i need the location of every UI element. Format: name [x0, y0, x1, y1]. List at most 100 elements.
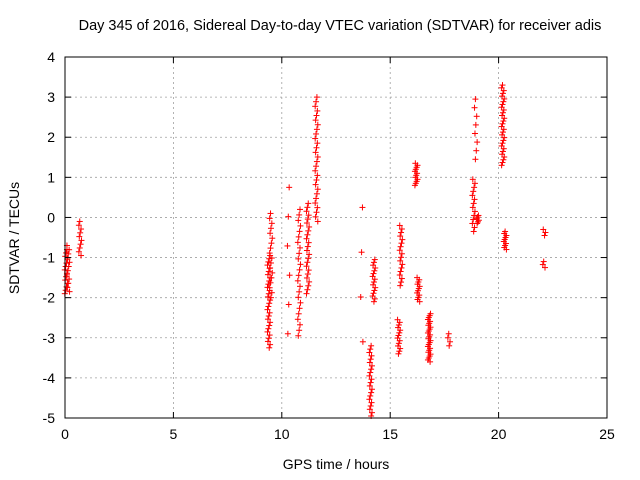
x-tick-label: 5 [170, 426, 178, 442]
data-point [499, 82, 506, 89]
data-point [469, 176, 476, 183]
data-point [397, 268, 404, 275]
data-point [368, 362, 375, 369]
data-point [268, 240, 275, 247]
data-point [284, 242, 291, 249]
data-point [499, 93, 506, 100]
data-point [314, 140, 321, 147]
data-point [303, 235, 310, 242]
data-point [303, 247, 310, 254]
data-point [369, 273, 376, 280]
data-point [267, 225, 274, 232]
data-point [412, 160, 419, 167]
data-point [371, 267, 378, 274]
data-point [77, 229, 84, 236]
data-point [286, 184, 293, 191]
data-point [65, 263, 72, 270]
data-point [303, 290, 310, 297]
data-point [368, 352, 375, 359]
data-point [313, 163, 320, 170]
data-point [367, 379, 374, 386]
data-point [313, 130, 320, 137]
data-point [66, 259, 73, 266]
data-point [295, 217, 302, 224]
data-point [268, 255, 275, 262]
data-point [366, 359, 373, 366]
data-point [266, 284, 273, 291]
data-point [264, 262, 271, 269]
data-point [295, 294, 302, 301]
data-point [266, 215, 273, 222]
data-point [470, 188, 477, 195]
data-point [471, 184, 478, 191]
grid-lines [65, 57, 607, 418]
data-point [306, 278, 313, 285]
data-point [367, 392, 374, 399]
data-point [359, 204, 366, 211]
data-point [313, 112, 320, 119]
data-point [66, 276, 73, 283]
data-point [395, 332, 402, 339]
y-tick-label: 3 [47, 89, 55, 105]
data-point [473, 113, 480, 120]
data-point [395, 342, 402, 349]
data-point [370, 262, 377, 269]
chart-title: Day 345 of 2016, Sidereal Day-to-day VTE… [78, 18, 602, 34]
data-point [368, 376, 375, 383]
data-point [264, 293, 271, 300]
plot-frame [64, 56, 608, 419]
data-point [312, 103, 319, 110]
data-point [473, 147, 480, 154]
data-point [395, 340, 402, 347]
data-point [366, 406, 373, 413]
data-point [312, 181, 319, 188]
data-point [77, 241, 84, 248]
data-point [499, 112, 506, 119]
data-point [312, 213, 319, 220]
data-point [294, 277, 301, 284]
data-point [314, 153, 321, 160]
data-point [366, 372, 373, 379]
data-point [296, 327, 303, 334]
data-point [469, 192, 476, 199]
data-point [313, 195, 320, 202]
data-point [304, 271, 311, 278]
data-point [368, 409, 375, 416]
data-point [500, 137, 507, 144]
data-point [368, 342, 375, 349]
data-point [397, 282, 404, 289]
data-point [396, 222, 403, 229]
data-point [313, 126, 320, 133]
data-point [76, 244, 83, 251]
data-point [267, 210, 274, 217]
data-point [470, 228, 477, 235]
y-tick-label: -2 [43, 290, 56, 306]
data-point [312, 117, 319, 124]
data-point [398, 264, 405, 271]
data-point [305, 282, 312, 289]
data-point [500, 118, 507, 125]
data-point [397, 233, 404, 240]
data-point [313, 209, 320, 216]
data-point [305, 267, 312, 274]
data-point [297, 299, 304, 306]
data-point [305, 212, 312, 219]
y-axis-label: SDTVAR / TECUs [6, 181, 22, 295]
data-point [314, 218, 321, 225]
data-point [470, 200, 477, 207]
data-point [265, 312, 272, 319]
data-point [396, 272, 403, 279]
data-point [268, 220, 275, 227]
data-point [471, 180, 478, 187]
data-point [264, 338, 271, 345]
data-point [313, 94, 320, 101]
data-point [398, 226, 405, 233]
data-point [444, 334, 451, 341]
data-point [370, 298, 377, 305]
data-point [540, 226, 547, 233]
data-point [303, 220, 310, 227]
data-point [75, 248, 82, 255]
data-point [396, 348, 403, 355]
data-point [312, 200, 319, 207]
data-point [314, 107, 321, 114]
